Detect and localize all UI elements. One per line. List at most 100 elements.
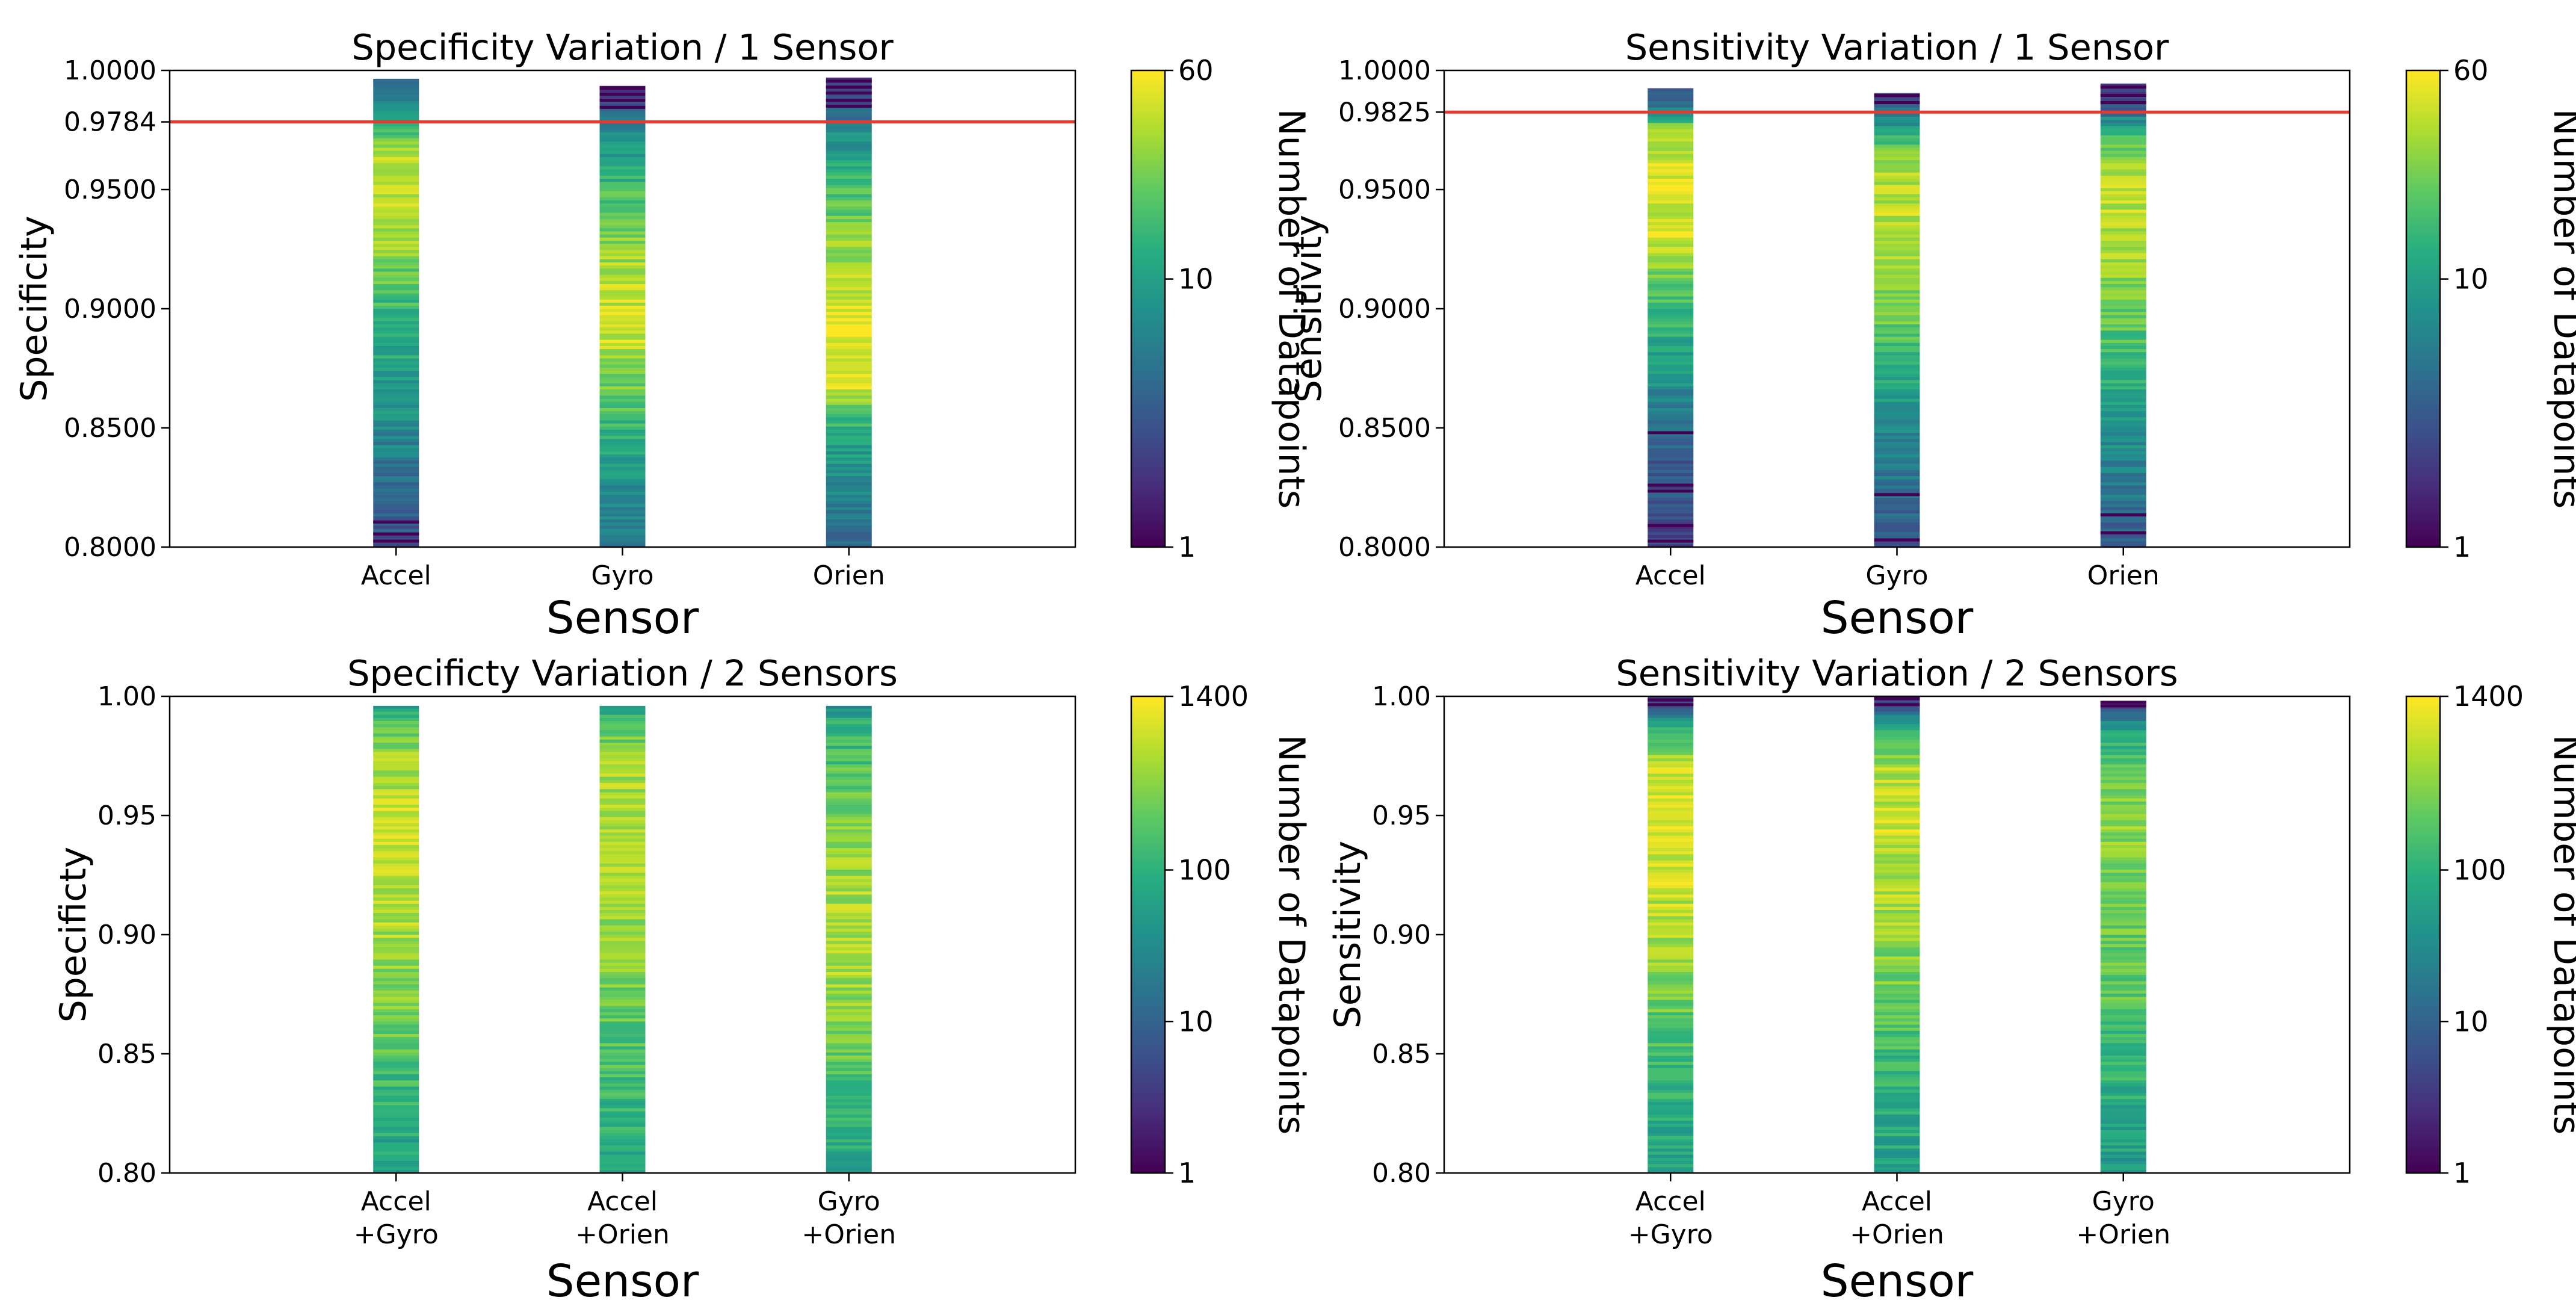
- heat-cell: [1874, 826, 1920, 830]
- heat-cell: [826, 1114, 872, 1118]
- colorbar-segment: [1131, 347, 1165, 351]
- heat-cell: [2100, 463, 2146, 467]
- heat-cell: [2100, 138, 2146, 142]
- colorbar-segment: [1131, 147, 1165, 152]
- heat-cell: [2100, 1009, 2146, 1012]
- heat-cell: [1874, 398, 1920, 402]
- colorbar-segment: [2406, 359, 2440, 363]
- heat-cell: [599, 478, 646, 483]
- y-tick-label: 0.85: [97, 1039, 156, 1069]
- heat-cell: [1874, 277, 1920, 281]
- heat-cell: [1648, 401, 1694, 405]
- heat-cell: [2100, 835, 2146, 839]
- heat-cell: [599, 761, 646, 765]
- colorbar-segment: [2406, 988, 2440, 992]
- heat-cell: [1648, 1049, 1694, 1053]
- heat-cell: [1648, 1024, 1694, 1028]
- heat-cell: [373, 231, 419, 235]
- colorbar-segment: [1131, 857, 1165, 861]
- heat-cell: [1648, 144, 1694, 148]
- heat-cell: [1874, 392, 1920, 396]
- heat-cell: [2100, 466, 2146, 470]
- heat-cell: [826, 435, 872, 439]
- heat-cell: [826, 1012, 872, 1016]
- heat-cell: [1874, 699, 1920, 703]
- colorbar-segment: [2406, 1131, 2440, 1135]
- colorbar-segment: [2406, 502, 2440, 506]
- heat-cell: [373, 1006, 419, 1009]
- colorbar-segment: [1131, 1042, 1165, 1045]
- heat-cell: [826, 918, 872, 923]
- heat-cell: [599, 971, 646, 976]
- colorbar-segment: [1131, 94, 1165, 98]
- heat-cell: [1874, 1107, 1920, 1112]
- heat-cell: [373, 491, 419, 495]
- heat-cell: [1648, 175, 1694, 179]
- colorbar-segment: [2406, 279, 2440, 283]
- heat-cell: [2100, 240, 2146, 244]
- heat-cell: [826, 181, 872, 185]
- heat-cell: [1874, 1117, 1920, 1121]
- heat-cell: [2100, 965, 2146, 969]
- heat-cell: [2100, 1166, 2146, 1171]
- heat-cell: [599, 918, 646, 923]
- colorbar-segment: [2406, 1116, 2440, 1120]
- heat-cell-sparse: [1648, 489, 1694, 493]
- heat-cell: [373, 302, 419, 306]
- heat-cell: [373, 200, 419, 204]
- x-axis-label: Sensor: [1821, 592, 1974, 644]
- colorbar-segment: [2406, 326, 2440, 330]
- heat-cell: [1648, 1104, 1694, 1109]
- heat-cell: [2100, 150, 2146, 154]
- heat-cell: [373, 1067, 419, 1071]
- heat-cell: [1648, 413, 1694, 418]
- heat-cell: [826, 531, 872, 536]
- heat-cell: [599, 1148, 646, 1152]
- colorbar-segment: [2406, 905, 2440, 909]
- heat-cell-sparse: [2100, 85, 2146, 89]
- colorbar-segment: [2406, 237, 2440, 241]
- heat-cell: [826, 227, 872, 232]
- colorbar-segment: [1131, 1158, 1165, 1162]
- colorbar-segment: [1131, 845, 1165, 849]
- colorbar-segment: [2406, 469, 2440, 474]
- colorbar-segment: [1131, 213, 1165, 217]
- colorbar-segment: [1131, 988, 1165, 992]
- heat-cell: [373, 1036, 419, 1041]
- heat-cell: [1648, 184, 1694, 188]
- heat-cell: [599, 931, 646, 935]
- heat-cell: [2100, 829, 2146, 833]
- heat-cell: [1648, 888, 1694, 892]
- heat-cell: [373, 788, 419, 793]
- colorbar-segment: [2406, 436, 2440, 441]
- heat-cell: [373, 289, 419, 294]
- colorbar-segment: [1131, 204, 1165, 208]
- heat-cell: [373, 900, 419, 904]
- heat-cell: [1648, 705, 1694, 709]
- colorbar-segment: [1131, 758, 1165, 763]
- heat-cell: [826, 1169, 872, 1174]
- heat-cell: [826, 832, 872, 836]
- heat-cell: [373, 383, 419, 386]
- colorbar-segment: [2406, 1152, 2440, 1156]
- heat-cell: [2100, 491, 2146, 495]
- heat-cell: [599, 249, 646, 253]
- heat-cell: [1648, 438, 1694, 442]
- colorbar-segment: [1131, 359, 1165, 363]
- heat-cell: [826, 429, 872, 433]
- heat-cell: [826, 175, 872, 179]
- y-tick-label: 0.80: [1372, 1158, 1431, 1189]
- heat-cell: [826, 736, 872, 740]
- heat-cell: [373, 85, 419, 89]
- panels: Specificity Variation / 1 Sensor0.80000.…: [13, 26, 2576, 1307]
- heat-cell: [826, 999, 872, 1003]
- heat-cell: [1648, 965, 1694, 969]
- colorbar-segment: [2406, 955, 2440, 959]
- heat-cell: [1648, 206, 1694, 210]
- colorbar-segment: [2406, 952, 2440, 956]
- heat-cell: [2100, 342, 2146, 346]
- heat-cell: [373, 265, 419, 269]
- heat-cell: [1648, 1030, 1694, 1034]
- colorbar-segment: [1131, 141, 1165, 146]
- colorbar-segment: [2406, 785, 2440, 790]
